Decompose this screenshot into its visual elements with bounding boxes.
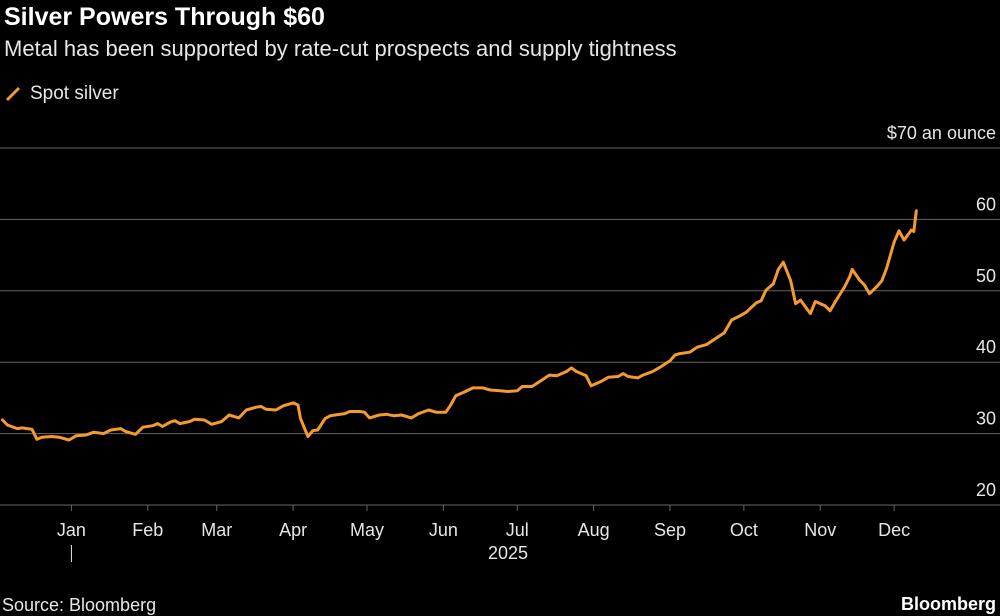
y-tick-label-70: $70 an ounce	[887, 123, 996, 143]
x-tick-label-dec: Dec	[878, 520, 910, 540]
brand-logo: Bloomberg	[900, 594, 996, 614]
x-tick-label-jun: Jun	[429, 520, 458, 540]
x-tick-label-oct: Oct	[730, 520, 758, 540]
y-tick-label-40: 40	[976, 337, 996, 357]
x-tick-label-nov: Nov	[804, 520, 836, 540]
x-tick-label-apr: Apr	[279, 520, 307, 540]
legend-swatch-icon	[5, 86, 21, 102]
x-tick-label-jan: Jan	[57, 520, 86, 540]
chart-title: Silver Powers Through $60	[4, 3, 325, 31]
x-tick-label-aug: Aug	[578, 520, 610, 540]
x-year-label: 2025	[488, 543, 528, 563]
x-tick-label-may: May	[350, 520, 384, 540]
source-note: Source: Bloomberg	[2, 595, 157, 615]
y-tick-label-20: 20	[976, 480, 996, 500]
x-tick-label-jul: Jul	[506, 520, 529, 540]
x-tick-label-mar: Mar	[201, 520, 232, 540]
legend-label: Spot silver	[30, 83, 119, 104]
legend: Spot silver	[4, 83, 119, 105]
x-tick-label-sep: Sep	[654, 520, 686, 540]
y-tick-label-30: 30	[976, 409, 996, 429]
chart-subtitle: Metal has been supported by rate-cut pro…	[4, 36, 677, 61]
y-tick-label-60: 60	[976, 194, 996, 214]
series-line-spot-silver	[1, 209, 918, 442]
y-tick-label-50: 50	[976, 266, 996, 286]
x-tick-label-feb: Feb	[132, 520, 163, 540]
